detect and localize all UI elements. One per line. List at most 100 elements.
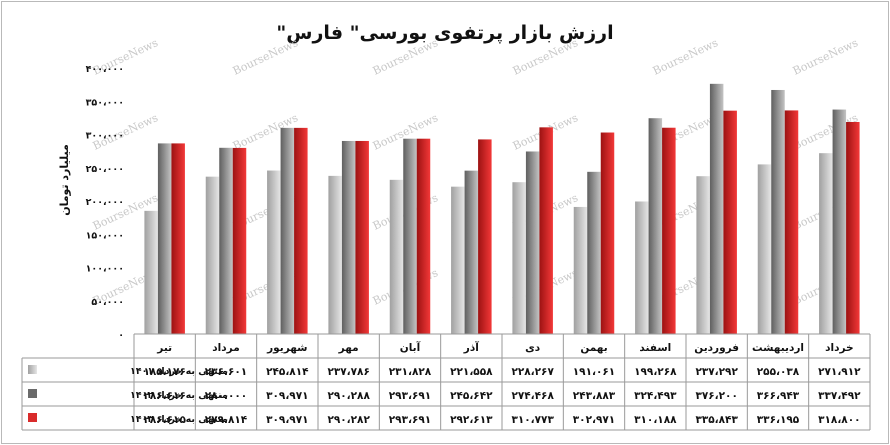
data-label: ۲۲۸،۲۶۷ (511, 366, 554, 378)
bar (341, 140, 356, 334)
data-label: ۲۳۷،۲۹۲ (695, 366, 738, 378)
data-label: ۲۳۷،۷۸۶ (327, 366, 369, 378)
category-label: دی (525, 342, 541, 354)
y-tick-label: ۳۰۰،۰۰۰ (86, 131, 124, 142)
bar (144, 210, 158, 334)
bar (171, 143, 185, 334)
data-label: ۲۵۵،۰۳۸ (757, 366, 800, 378)
data-label: ۲۹۳،۶۹۱ (389, 414, 431, 426)
data-label: ۲۴۵،۸۱۴ (266, 366, 309, 378)
data-label: ۲۹۲،۶۱۳ (450, 414, 493, 426)
legend-label: منتهی به خرداد ۱۴۰۳ (130, 414, 228, 425)
data-label: ۳۰۹،۹۷۱ (266, 390, 308, 402)
bar (525, 151, 540, 334)
category-label: آبان (400, 341, 421, 354)
data-label: ۲۷۴،۴۶۸ (511, 390, 554, 402)
bar (403, 138, 417, 334)
bar (478, 139, 492, 334)
data-label: ۲۴۳،۸۸۳ (573, 390, 616, 402)
category-label: شهریور (266, 342, 307, 354)
y-tick-label: ۲۵۰،۰۰۰ (86, 164, 124, 175)
category-label: فروردین (694, 342, 739, 354)
data-table: تیر مرداد شهریور مهر آبان آذر دی بهمن اسفند فرورد… (21, 333, 871, 431)
bar (771, 89, 785, 334)
watermark-text: BourseNews (371, 36, 441, 78)
bar (784, 110, 799, 334)
legend-swatch (28, 389, 37, 398)
bar (662, 127, 676, 335)
data-label: ۲۷۹،۸۱۴ (205, 414, 248, 426)
category-label: تیر (156, 342, 172, 354)
legend-swatch (28, 365, 37, 374)
bar (416, 138, 431, 334)
bar (723, 110, 737, 335)
bar (635, 201, 649, 334)
bars-layer (144, 83, 860, 335)
y-tick-label: ۲۰۰،۰۰۰ (86, 197, 124, 208)
y-tick-label: ۴۰۰،۰۰۰ (86, 64, 124, 75)
bar (294, 127, 308, 334)
category-label: خرداد (825, 342, 853, 354)
bar (573, 206, 588, 334)
bar (587, 171, 601, 334)
data-label: ۲۴۵،۶۴۲ (450, 390, 493, 402)
bar (232, 147, 247, 334)
data-label: ۳۱۰،۱۸۸ (634, 414, 677, 426)
data-label: ۲۹۰،۲۸۲ (327, 414, 370, 426)
y-tick-label: ۵۰،۰۰۰ (91, 297, 124, 308)
data-label: ۳۰۹،۹۷۱ (266, 414, 308, 426)
y-tick-label: ۰ (118, 330, 124, 341)
bar (819, 153, 833, 334)
bar (757, 164, 772, 334)
data-label: ۲۲۱،۵۵۸ (450, 366, 493, 378)
data-label: ۱۸۵،۱۷۶ (143, 366, 185, 378)
bar (600, 132, 615, 334)
watermark-text: BourseNews (791, 36, 861, 78)
watermark-text: BourseNews (511, 36, 581, 78)
category-label: مهر (338, 342, 359, 354)
data-label: ۱۹۱،۰۶۱ (573, 366, 615, 378)
legend-label: منتهی به خرداد ۱۴۰۲ (130, 390, 228, 401)
y-tick-label: ۱۰۰،۰۰۰ (86, 264, 124, 275)
bar (219, 147, 233, 334)
bar (648, 118, 663, 334)
bar (280, 127, 295, 334)
bar (267, 170, 281, 334)
data-label: ۲۳۱،۸۲۸ (389, 366, 432, 378)
category-label: اردیبهشت (752, 342, 804, 354)
bar (512, 182, 526, 334)
category-label: اسفند (639, 342, 671, 354)
legend-label: منتهی به خرداد ۱۴۰۱ (130, 366, 228, 377)
data-label: ۳۲۴،۴۹۳ (634, 390, 677, 402)
chart-title: ارزش بازار پرتفوی بورسی" فارس" (276, 22, 614, 44)
data-label: ۳۱۸،۸۰۰ (818, 414, 860, 426)
bar (328, 175, 342, 334)
bar (157, 143, 172, 334)
watermark-text: BourseNews (231, 36, 301, 78)
legend-swatch (28, 413, 37, 422)
y-axis: ۰ ۵۰،۰۰۰ ۱۰۰،۰۰۰ ۱۵۰،۰۰۰ ۲۰۰،۰۰۰ ۲۵۰،۰۰۰ ۳۰۰،۰… (86, 64, 124, 341)
bar (205, 176, 220, 334)
category-label: آذر (463, 341, 479, 354)
data-label: ۲۹۳،۶۹۱ (389, 390, 431, 402)
y-tick-label: ۱۵۰،۰۰۰ (86, 230, 124, 241)
bar (464, 170, 479, 334)
data-label: ۲۸۶،۶۱۶ (143, 390, 185, 402)
bar (355, 140, 369, 334)
category-label: بهمن (580, 342, 607, 354)
bar (709, 83, 724, 335)
data-label: ۲۷۱،۹۱۲ (818, 366, 861, 378)
data-label: ۲۳۶،۶۰۱ (205, 366, 247, 378)
data-label: ۲۸۰،۰۰۰ (205, 390, 247, 402)
bar (846, 121, 860, 334)
data-label: ۳۱۰،۷۷۳ (511, 414, 554, 426)
bar (389, 179, 404, 334)
data-label: ۲۸۶،۶۱۵ (143, 414, 186, 426)
bar (539, 127, 553, 334)
data-label: ۳۳۵،۸۴۳ (695, 414, 738, 426)
category-label: مرداد (212, 342, 239, 354)
bar (696, 176, 710, 334)
data-label: ۲۹۰،۲۸۸ (327, 390, 370, 402)
data-label: ۳۰۲،۹۷۱ (573, 414, 615, 426)
